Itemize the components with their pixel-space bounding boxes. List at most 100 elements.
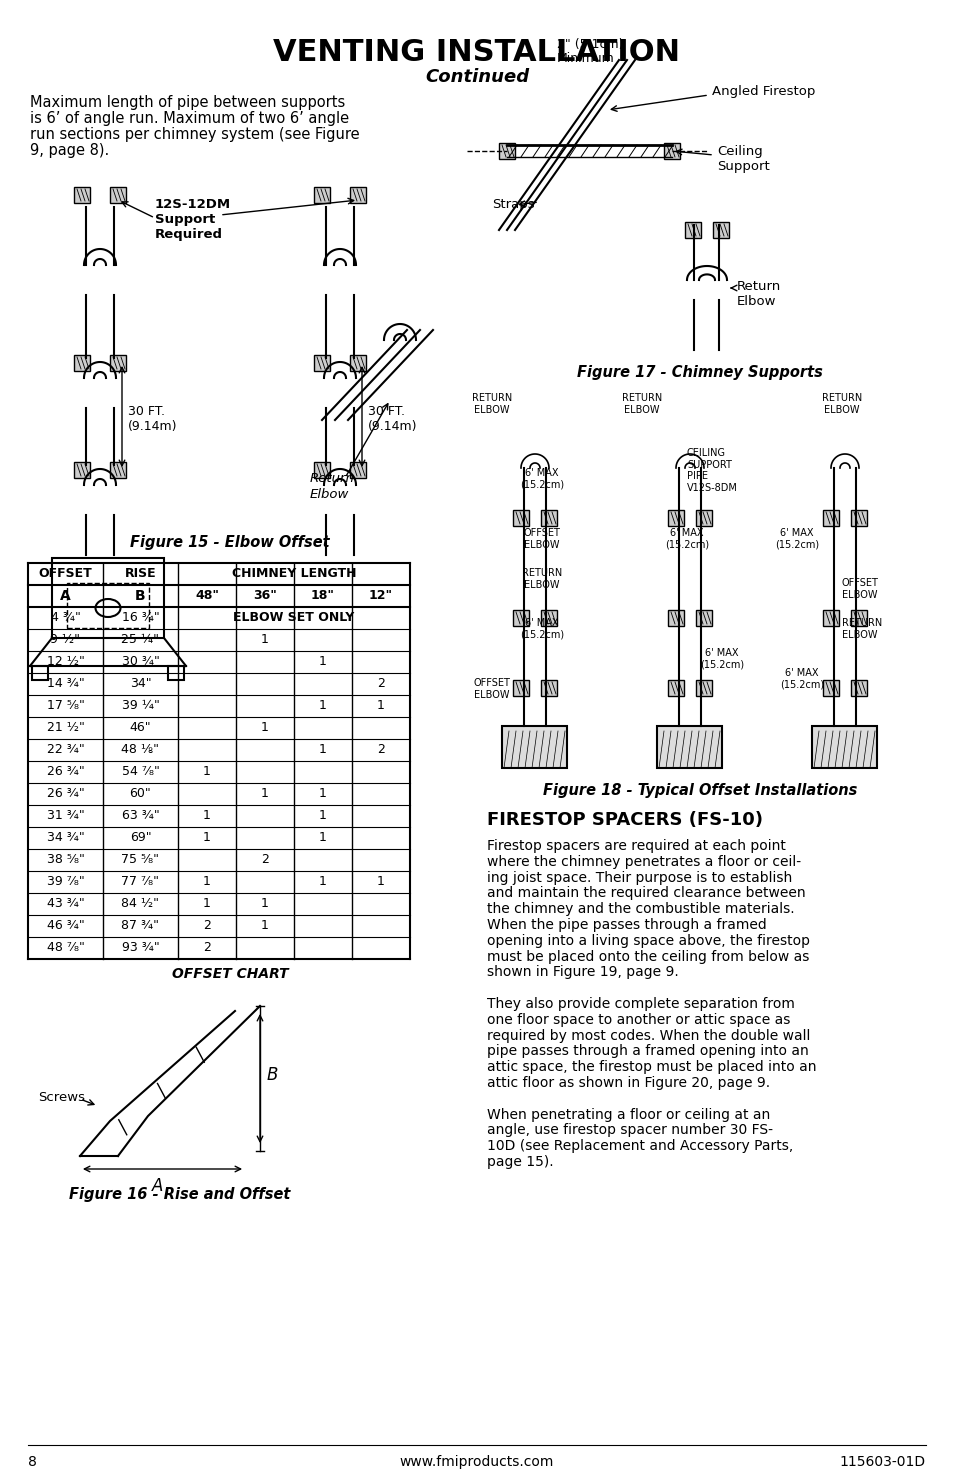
Text: RETURN
ELBOW: RETURN ELBOW [841, 618, 882, 640]
Text: A: A [60, 589, 71, 603]
Bar [696, 611, 711, 625]
Text: (9.14m): (9.14m) [368, 420, 417, 434]
Bar [314, 462, 330, 478]
Text: 39 ⁷⁄₈": 39 ⁷⁄₈" [47, 875, 84, 888]
Text: 26 ¾": 26 ¾" [47, 766, 84, 777]
Text: Support: Support [717, 159, 769, 173]
Text: VENTING INSTALLATION: VENTING INSTALLATION [274, 38, 679, 66]
Bar [667, 680, 683, 696]
Bar [513, 611, 529, 625]
Bar [32, 667, 48, 680]
Text: B: B [135, 589, 146, 603]
Text: 48 ⁷⁄₈": 48 ⁷⁄₈" [47, 941, 85, 954]
Text: OFFSET
ELBOW: OFFSET ELBOW [841, 578, 878, 600]
Text: B: B [267, 1066, 278, 1084]
Text: 2: 2 [203, 941, 211, 954]
Text: 1: 1 [261, 633, 269, 646]
Text: 12": 12" [369, 589, 393, 602]
Text: 1: 1 [318, 830, 327, 844]
Text: 87 ¾": 87 ¾" [121, 919, 159, 932]
Text: 6' MAX
(15.2cm): 6' MAX (15.2cm) [519, 618, 563, 640]
Text: 10D (see Replacement and Accessory Parts,: 10D (see Replacement and Accessory Parts… [486, 1139, 792, 1153]
Text: 17 ⁵⁄₈": 17 ⁵⁄₈" [47, 699, 85, 712]
Text: 69": 69" [130, 830, 152, 844]
Text: ing joist space. Their purpose is to establish: ing joist space. Their purpose is to est… [486, 870, 791, 885]
Bar [74, 187, 90, 204]
Text: They also provide complete separation from: They also provide complete separation fr… [486, 997, 794, 1010]
Bar [822, 510, 838, 527]
Bar [74, 355, 90, 372]
Bar [850, 611, 866, 625]
Bar [657, 726, 721, 768]
Text: 1: 1 [203, 897, 211, 910]
Text: attic floor as shown in Figure 20, page 9.: attic floor as shown in Figure 20, page … [486, 1075, 769, 1090]
Text: 9 ½": 9 ½" [51, 633, 80, 646]
Bar [513, 510, 529, 527]
Text: OFFSET CHART: OFFSET CHART [172, 968, 288, 981]
Text: Return: Return [310, 472, 355, 485]
Text: 30 FT.: 30 FT. [128, 406, 165, 417]
Bar [663, 143, 679, 159]
Text: 1: 1 [203, 875, 211, 888]
Bar [350, 462, 366, 478]
Text: 18": 18" [311, 589, 335, 602]
Bar [540, 680, 557, 696]
Text: 43 ¾": 43 ¾" [47, 897, 84, 910]
Text: RETURN
ELBOW: RETURN ELBOW [621, 392, 661, 414]
Text: 93 ¾": 93 ¾" [121, 941, 159, 954]
Text: Elbow: Elbow [737, 295, 776, 308]
Bar [850, 510, 866, 527]
Text: 1: 1 [261, 721, 269, 735]
Text: 21 ½": 21 ½" [47, 721, 85, 735]
Text: 12 ½": 12 ½" [47, 655, 85, 668]
Text: 30 ¾": 30 ¾" [121, 655, 159, 668]
Text: 1: 1 [318, 875, 327, 888]
Text: attic space, the firestop must be placed into an: attic space, the firestop must be placed… [486, 1061, 816, 1074]
Text: 2: 2 [376, 743, 384, 757]
Text: OFFSET
ELBOW: OFFSET ELBOW [473, 678, 510, 699]
Text: the chimney and the combustible materials.: the chimney and the combustible material… [486, 903, 794, 916]
Text: 39 ¼": 39 ¼" [121, 699, 159, 712]
Text: RISE: RISE [125, 566, 156, 580]
Bar [850, 680, 866, 696]
Bar [540, 611, 557, 625]
Bar [712, 223, 728, 237]
Bar [168, 667, 184, 680]
Text: 1: 1 [203, 766, 211, 777]
Text: Figure 18 - Typical Offset Installations: Figure 18 - Typical Offset Installations [542, 783, 857, 798]
Text: 6' MAX
(15.2cm): 6' MAX (15.2cm) [664, 528, 708, 550]
Text: 34": 34" [130, 677, 152, 690]
Text: When the pipe passes through a framed: When the pipe passes through a framed [486, 917, 766, 932]
Text: 16 ¾": 16 ¾" [121, 611, 159, 624]
Text: and maintain the required clearance between: and maintain the required clearance betw… [486, 886, 804, 900]
Bar [667, 510, 683, 527]
Text: 2" (5.1cm): 2" (5.1cm) [557, 38, 623, 52]
Text: RETURN
ELBOW: RETURN ELBOW [521, 568, 561, 590]
Text: opening into a living space above, the firestop: opening into a living space above, the f… [486, 934, 809, 948]
Bar [314, 187, 330, 204]
Bar [696, 680, 711, 696]
Text: A: A [152, 1177, 163, 1195]
Text: 1: 1 [318, 655, 327, 668]
Text: CEILING
SUPPORT
PIPE
V12S-8DM: CEILING SUPPORT PIPE V12S-8DM [686, 448, 737, 493]
Text: 12S-12DM: 12S-12DM [154, 198, 231, 211]
Text: must be placed onto the ceiling from below as: must be placed onto the ceiling from bel… [486, 950, 808, 963]
Bar [67, 583, 149, 628]
Text: OFFSET: OFFSET [38, 566, 92, 580]
Text: 48": 48" [194, 589, 219, 602]
Text: 2: 2 [261, 853, 269, 866]
Text: Figure 15 - Elbow Offset: Figure 15 - Elbow Offset [130, 535, 330, 550]
Text: page 15).: page 15). [486, 1155, 553, 1170]
Text: 1: 1 [203, 830, 211, 844]
Text: (9.14m): (9.14m) [128, 420, 177, 434]
Text: 14 ¾": 14 ¾" [47, 677, 84, 690]
Text: is 6’ of angle run. Maximum of two 6’ angle: is 6’ of angle run. Maximum of two 6’ an… [30, 111, 349, 125]
Text: 1: 1 [318, 808, 327, 822]
Text: RETURN
ELBOW: RETURN ELBOW [821, 392, 862, 414]
Text: Firestop spacers are required at each point: Firestop spacers are required at each po… [486, 839, 785, 853]
Text: Maximum length of pipe between supports: Maximum length of pipe between supports [30, 94, 345, 111]
Text: pipe passes through a framed opening into an: pipe passes through a framed opening int… [486, 1044, 808, 1059]
Text: 25 ¼": 25 ¼" [121, 633, 159, 646]
Text: When penetrating a floor or ceiling at an: When penetrating a floor or ceiling at a… [486, 1108, 769, 1121]
Text: 75 ⁵⁄₈": 75 ⁵⁄₈" [121, 853, 159, 866]
